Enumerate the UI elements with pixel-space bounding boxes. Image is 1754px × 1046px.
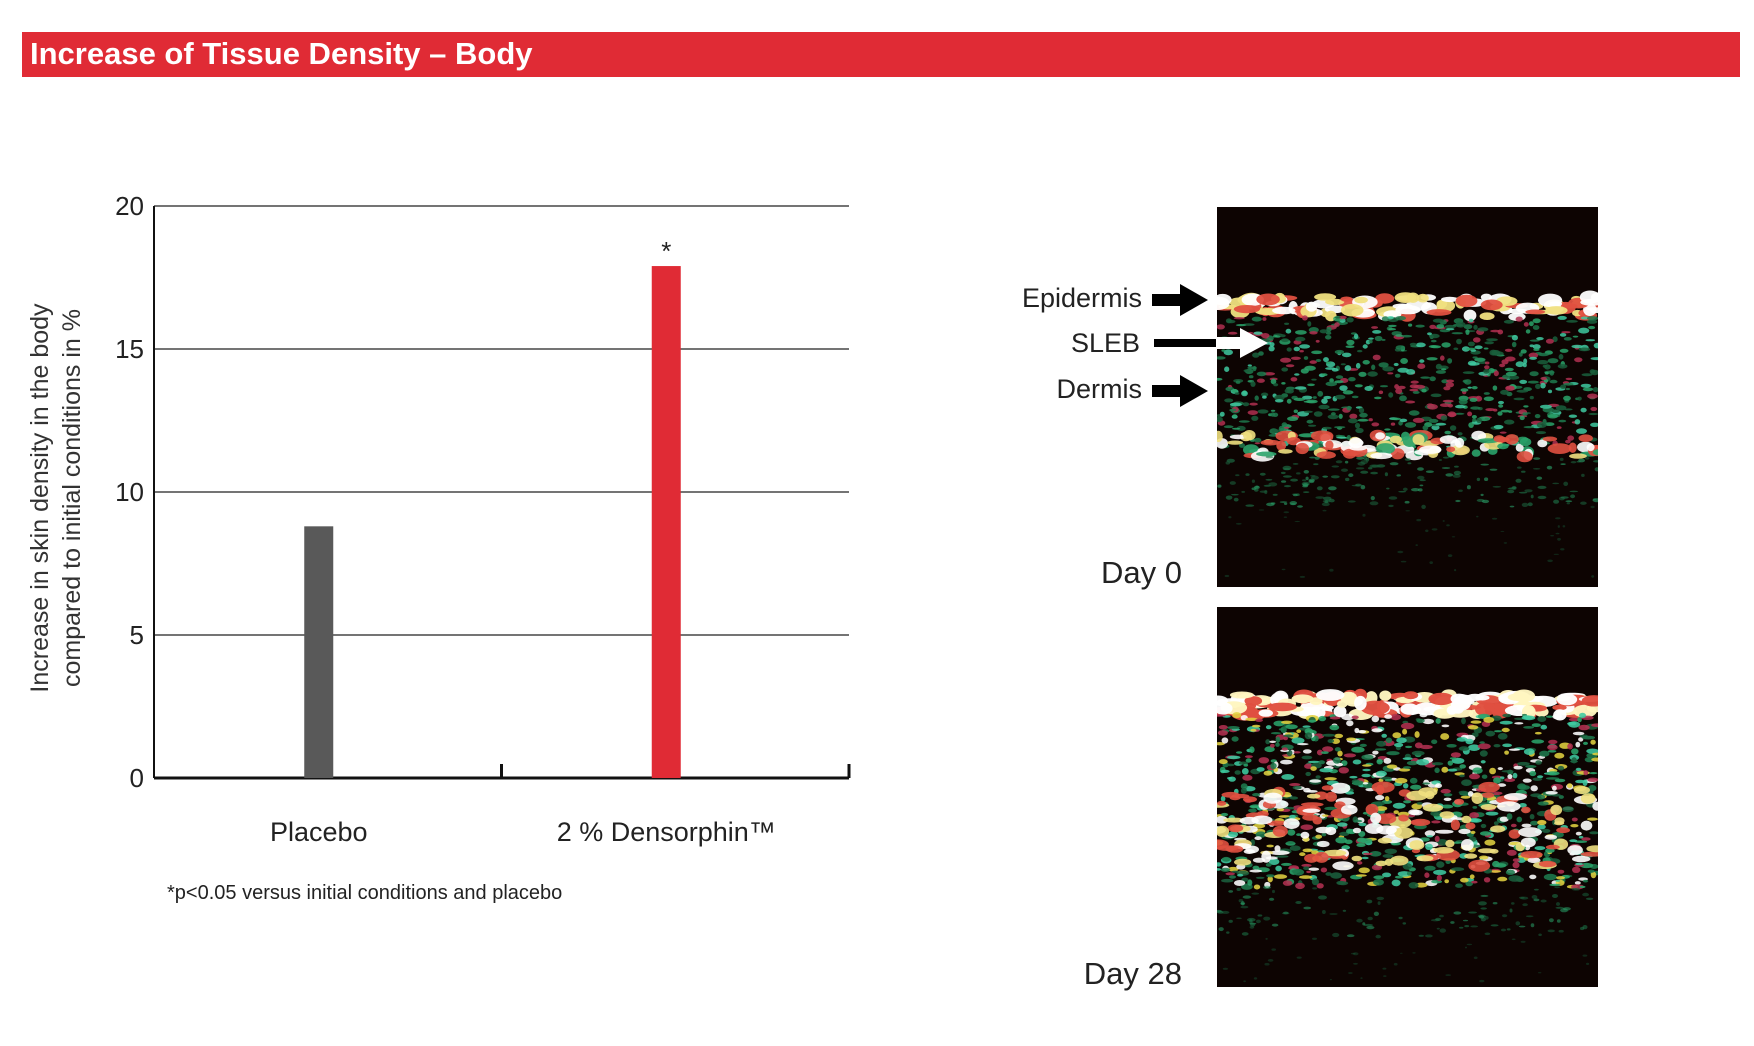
y-tick-label-0: 0 xyxy=(130,763,144,793)
day-28-label: Day 28 xyxy=(1083,956,1182,991)
y-tick-label-15: 15 xyxy=(115,334,144,364)
y-tick-label-5: 5 xyxy=(130,620,144,650)
ultrasound-texture xyxy=(1217,290,1598,578)
y-axis-label-line-1: Increase in skin density in the body xyxy=(26,303,54,693)
sleb-label: SLEB xyxy=(1070,328,1140,358)
bar-0 xyxy=(304,526,334,778)
bar-1 xyxy=(651,266,681,778)
category-label-1: 2 % Densorphin™ xyxy=(557,817,776,847)
y-tick-label-20: 20 xyxy=(115,191,144,221)
dermis-arrow-icon xyxy=(1152,375,1208,407)
y-tick-label-10: 10 xyxy=(115,477,144,507)
ultrasound-image-day-28 xyxy=(1217,607,1598,987)
sleb-arrow-icon xyxy=(1154,328,1268,358)
title-banner: Increase of Tissue Density – Body xyxy=(22,32,1740,77)
epidermis-arrow-icon xyxy=(1152,284,1208,316)
category-label-0: Placebo xyxy=(270,817,368,847)
page-title: Increase of Tissue Density – Body xyxy=(30,36,533,71)
day-0-label: Day 0 xyxy=(1101,555,1182,590)
ultrasound-texture xyxy=(1217,688,1598,983)
footnote: *p<0.05 versus initial conditions and pl… xyxy=(167,882,563,904)
y-axis-label-line-2: compared to initial conditions in % xyxy=(58,309,86,687)
significance-mark-1: * xyxy=(661,236,671,266)
bar-chart: 0 5 10 15 20 Placebo 2 % Densorphin™ * Increase … xyxy=(26,191,851,847)
dermis-label: Dermis xyxy=(1056,374,1143,404)
ultrasound-image-day-0 xyxy=(1217,207,1598,587)
epidermis-label: Epidermis xyxy=(1021,283,1142,313)
